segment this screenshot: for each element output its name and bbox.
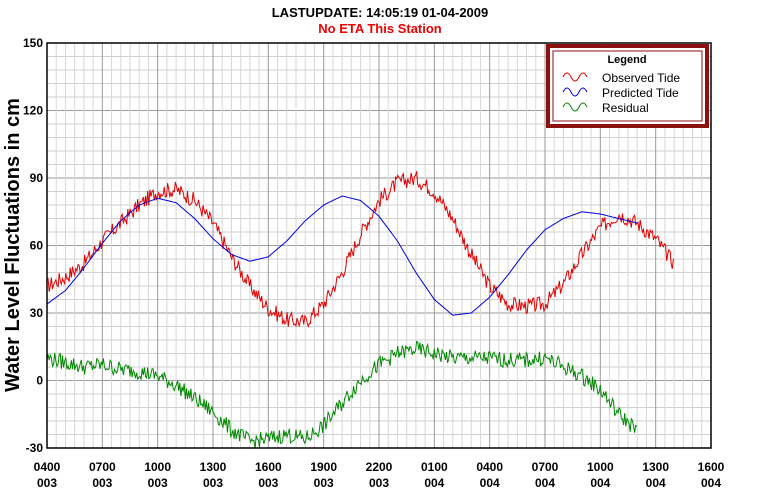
x-tick-label-time: 1000: [144, 460, 171, 474]
legend-swatch: [562, 72, 588, 82]
x-tick-label-time: 1600: [698, 460, 725, 474]
legend-swatch: [562, 87, 588, 97]
x-tick-label-day: 003: [37, 476, 57, 490]
y-tick-labels: 150 120 90 60 30 0 -30: [23, 36, 43, 455]
y-tick-label: 150: [23, 36, 43, 50]
y-tick-label: 0: [36, 374, 43, 388]
x-tick-label-day: 003: [203, 476, 223, 490]
x-tick-label-day: 003: [369, 476, 389, 490]
x-tick-label-time: 1900: [310, 460, 337, 474]
series-line-predicted-tide: [46, 195, 638, 316]
series-line-residual: [46, 341, 638, 449]
legend-inner-border: [552, 50, 703, 122]
y-tick-label: -30: [26, 441, 44, 455]
chart-subtitle: No ETA This Station: [318, 21, 442, 36]
x-tick-label-time: 0400: [476, 460, 503, 474]
x-tick-label-time: 1300: [200, 460, 227, 474]
x-tick-label-time: 2200: [366, 460, 393, 474]
legend-swatch: [562, 102, 588, 112]
y-tick-label: 60: [30, 239, 44, 253]
x-tick-label-time: 1000: [587, 460, 614, 474]
x-tick-label-day: 004: [646, 476, 666, 490]
plot-frame: [46, 42, 712, 449]
x-tick-label-time: 0400: [34, 460, 61, 474]
x-tick-label-day: 004: [590, 476, 610, 490]
x-tick-label-day: 004: [535, 476, 555, 490]
series-layer: [46, 171, 674, 449]
x-tick-label-time: 1300: [642, 460, 669, 474]
x-tick-label-time: 0700: [532, 460, 559, 474]
x-tick-label-day: 004: [701, 476, 721, 490]
x-tick-label-day: 004: [424, 476, 444, 490]
x-tick-label-day: 004: [480, 476, 500, 490]
legend-entry-label: Predicted Tide: [602, 86, 679, 100]
y-tick-label: 90: [30, 171, 44, 185]
legend-entry-label: Observed Tide: [602, 71, 680, 85]
x-tick-label-time: 0100: [421, 460, 448, 474]
y-tick-label: 120: [23, 104, 43, 118]
y-tick-label: 30: [30, 306, 44, 320]
legend-title: Legend: [607, 54, 646, 66]
y-axis-label: Water Level Fluctuations in cm: [2, 98, 24, 392]
x-tick-label-day: 003: [314, 476, 334, 490]
series-line-observed-tide: [46, 171, 674, 329]
x-tick-labels: 0400 003 0700 003 1000 003 1300 003 1600 003 1900 0…: [34, 460, 725, 490]
x-tick-label-day: 003: [148, 476, 168, 490]
x-tick-label-day: 003: [92, 476, 112, 490]
chart-title: LASTUPDATE: 14:05:19 01-04-2009: [272, 5, 489, 20]
legend-box: [546, 44, 709, 128]
x-tick-label-day: 003: [258, 476, 278, 490]
x-tick-label-time: 0700: [89, 460, 116, 474]
legend-entry-label: Residual: [602, 101, 649, 115]
x-tick-label-time: 1600: [255, 460, 282, 474]
